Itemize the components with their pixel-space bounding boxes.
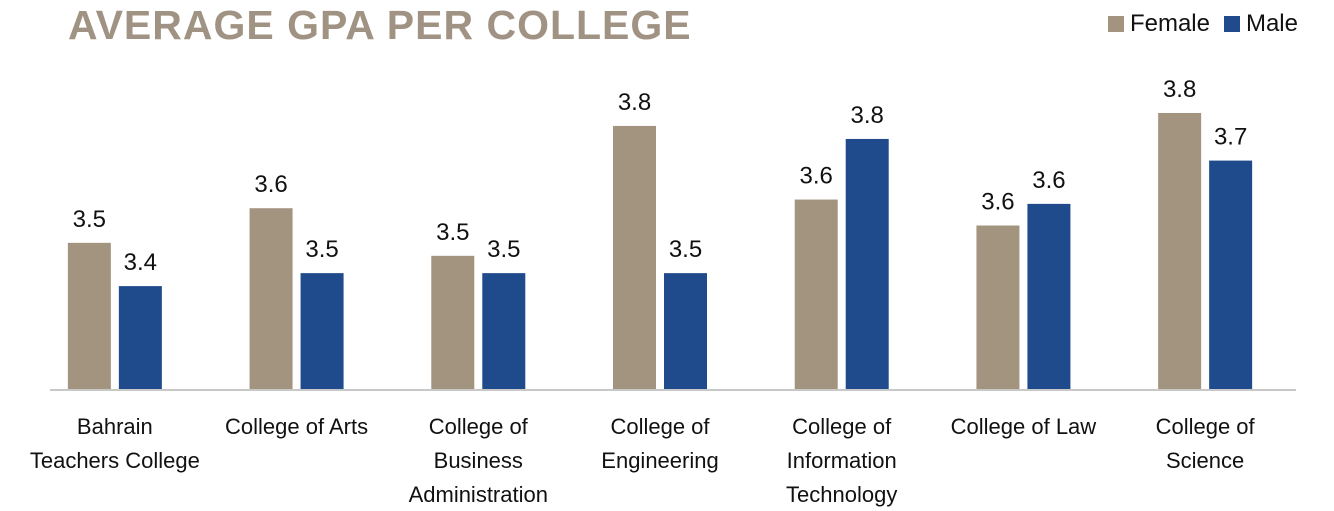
- data-label: 3.8: [618, 89, 651, 116]
- x-tick-label: College of Business Administration: [408, 414, 548, 507]
- x-tick-label: College of Information Technology: [786, 414, 898, 507]
- data-label: 3.5: [487, 236, 520, 263]
- x-tick-label: Bahrain Teachers College: [29, 414, 200, 473]
- legend-label: Male: [1245, 10, 1298, 37]
- data-label: 3.8: [1163, 76, 1196, 103]
- data-label: 3.6: [800, 163, 833, 190]
- x-tick-label: College of Engineering: [601, 414, 719, 473]
- bar: [67, 242, 111, 390]
- bar: [118, 286, 162, 390]
- data-label: 3.4: [124, 249, 157, 276]
- data-label: 3.5: [73, 206, 106, 233]
- chart-title: AVERAGE GPA PER COLLEGE: [68, 2, 692, 48]
- bar: [482, 273, 526, 390]
- data-label: 3.8: [851, 102, 884, 129]
- bar: [1158, 112, 1202, 390]
- bar: [613, 125, 656, 390]
- legend: Female Male: [1107, 10, 1298, 38]
- bar: [1209, 160, 1253, 390]
- data-label: 3.6: [981, 189, 1014, 216]
- bar: [249, 208, 293, 390]
- x-tick-label: College of Science: [1155, 414, 1255, 473]
- legend-item: Male: [1223, 10, 1298, 38]
- legend-item: Female: [1107, 10, 1210, 38]
- legend-swatch: [1107, 16, 1124, 32]
- data-label: 3.6: [1032, 167, 1065, 194]
- bar: [845, 138, 889, 390]
- bar: [794, 199, 838, 390]
- x-tick-label: College of Law: [950, 414, 1097, 439]
- bar: [664, 273, 707, 390]
- data-label: 3.6: [254, 171, 287, 198]
- bar: [300, 273, 344, 390]
- legend-swatch: [1223, 16, 1240, 32]
- data-label: 3.5: [669, 236, 702, 263]
- x-tick-label: College of Arts: [225, 414, 369, 439]
- bar: [1027, 203, 1071, 390]
- data-label: 3.5: [436, 219, 469, 246]
- bar: [431, 255, 475, 390]
- data-label: 3.5: [305, 236, 338, 263]
- data-label: 3.7: [1214, 124, 1247, 151]
- bar: [976, 225, 1020, 390]
- legend-label: Female: [1129, 10, 1210, 37]
